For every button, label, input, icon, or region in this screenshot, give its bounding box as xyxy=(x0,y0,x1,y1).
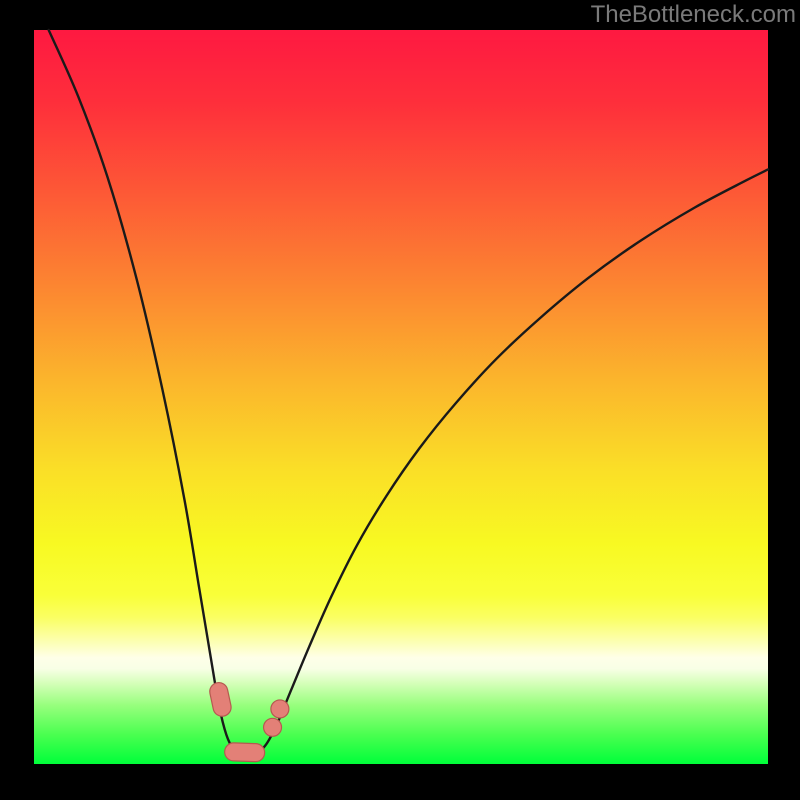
marker-capsule xyxy=(224,743,265,762)
chart-svg xyxy=(0,0,800,800)
marker-dot xyxy=(271,700,289,718)
figure-root: TheBottleneck.com xyxy=(0,0,800,800)
marker-dot xyxy=(264,718,282,736)
plot-background xyxy=(34,30,768,764)
